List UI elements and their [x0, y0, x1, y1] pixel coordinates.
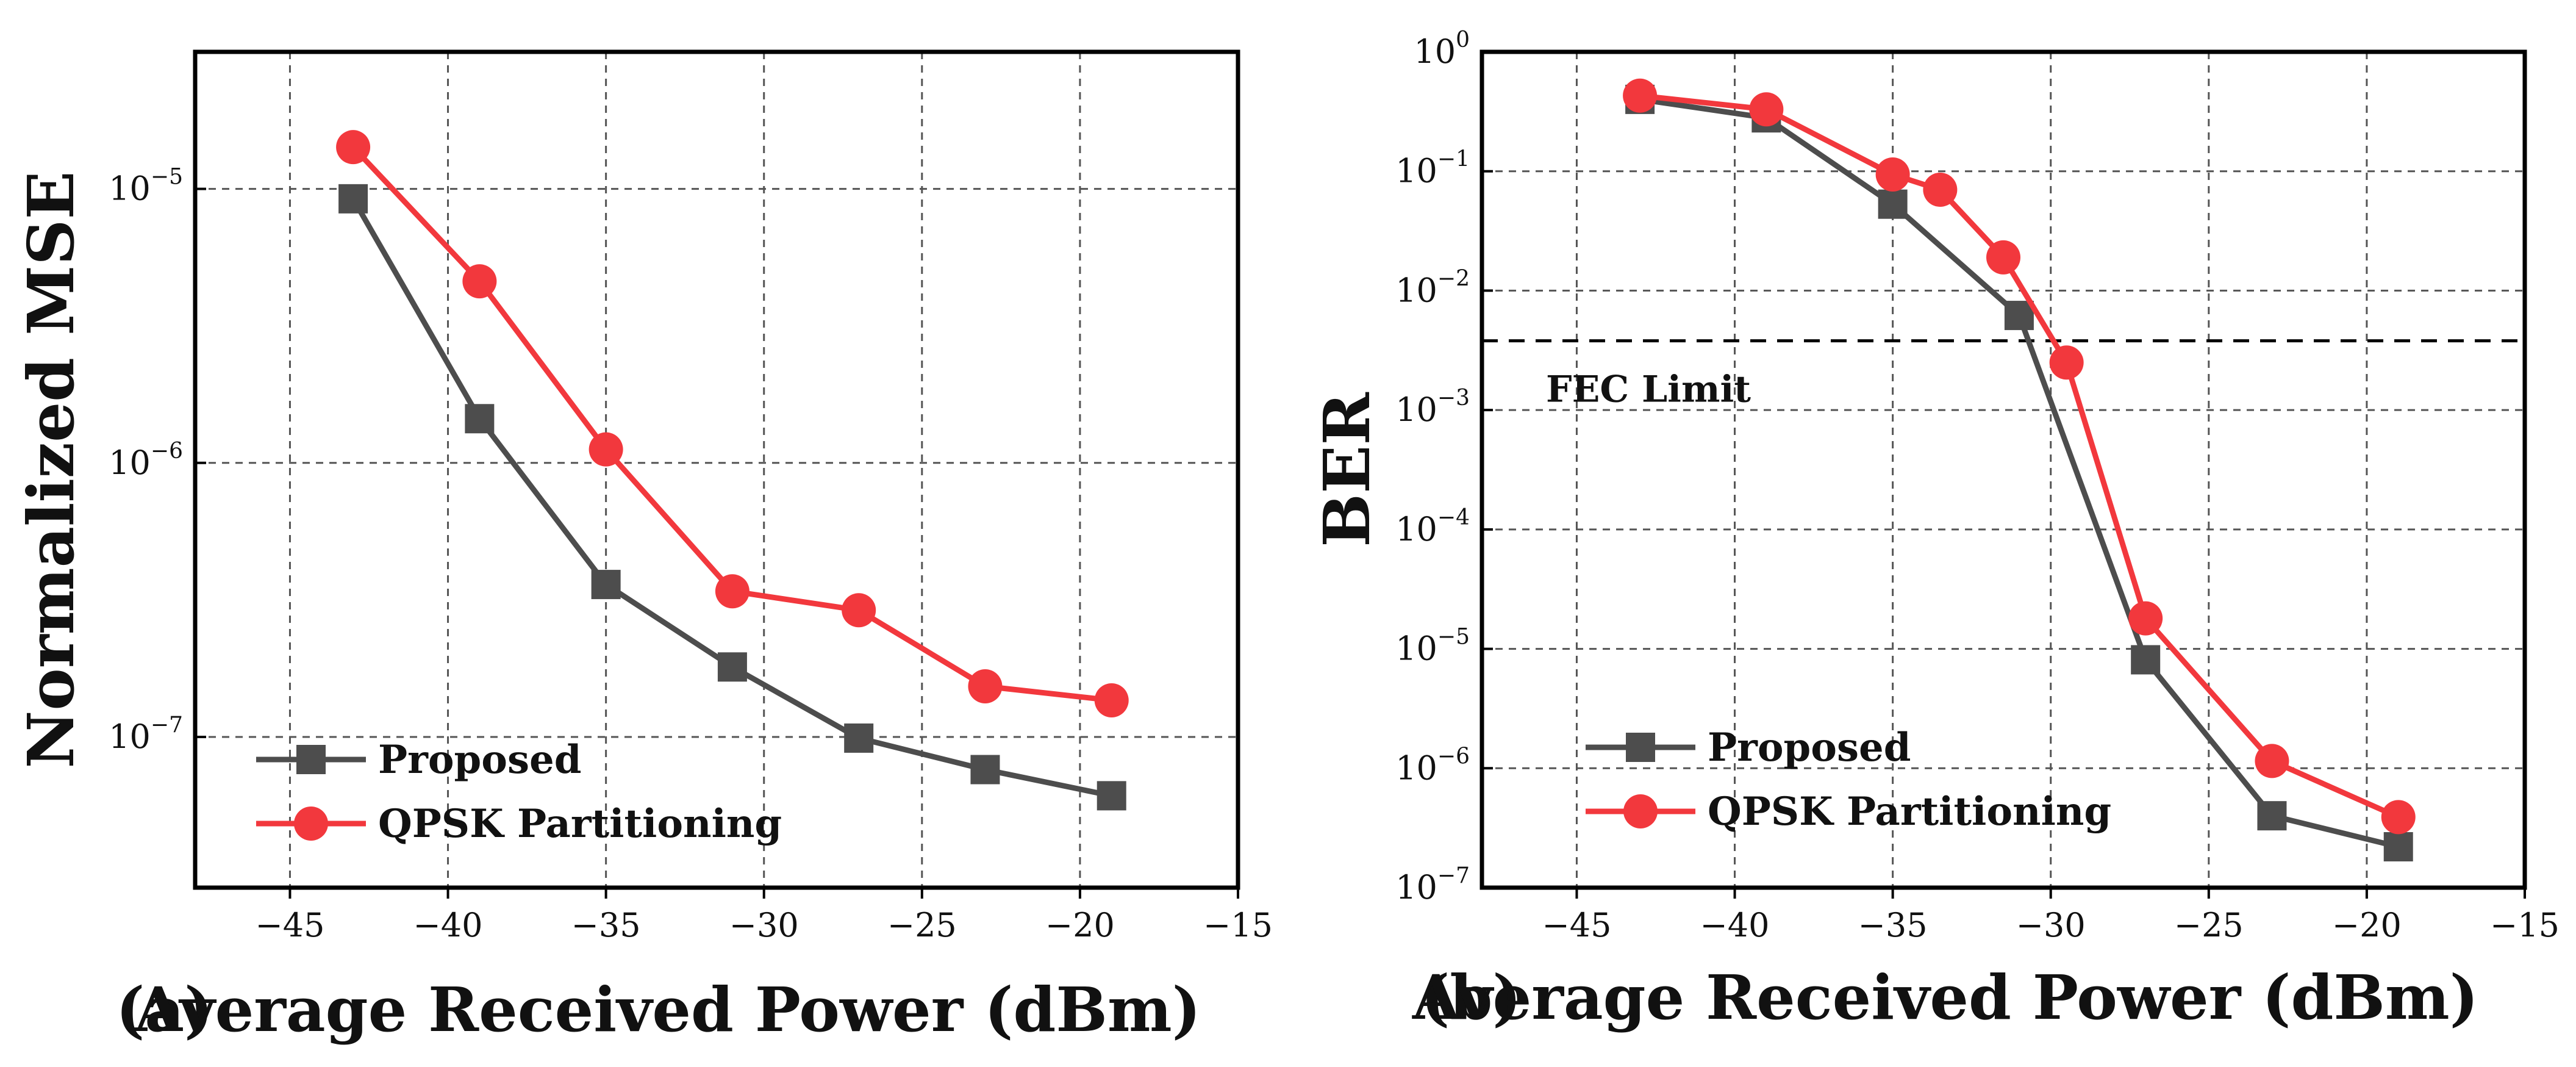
x-tick-label: −35	[1858, 906, 1928, 944]
proposed-data-point	[2004, 301, 2034, 331]
proposed-data-point	[2257, 801, 2287, 831]
y-tick-base: 10	[1395, 271, 1437, 309]
y-tick-base: 10	[109, 444, 151, 482]
y-tick-exponent: −6	[1437, 744, 1470, 769]
y-tick-base: 10	[1395, 510, 1437, 548]
x-tick-label: −15	[1203, 906, 1273, 944]
y-tick-base: 10	[1395, 630, 1437, 668]
y-tick-exponent: −7	[1437, 863, 1470, 888]
qpsk-partitioning-data-point	[2255, 744, 2289, 778]
y-tick-label: 10−6	[109, 439, 183, 482]
y-tick-exponent: −1	[1437, 147, 1470, 172]
y-tick-exponent: 0	[1456, 27, 1470, 52]
qpsk-partitioning-data-point	[1923, 173, 1958, 207]
panel-label: (a)	[116, 974, 213, 1046]
y-tick-base: 10	[1395, 390, 1437, 429]
proposed-data-point	[970, 755, 1000, 785]
plot-frame	[1479, 49, 2527, 890]
qpsk-partitioning-data-point	[715, 574, 750, 609]
y-tick-label: 10−2	[1395, 266, 1470, 309]
y-tick-label: 10−7	[1395, 863, 1470, 907]
qpsk-partitioning-data-point	[462, 264, 497, 299]
y-tick-base: 10	[109, 717, 151, 756]
legend-label: QPSK Partitioning	[378, 801, 782, 847]
y-tick-label: 10−5	[109, 165, 183, 208]
y-tick-exponent: −4	[1437, 505, 1470, 530]
plot-frame	[193, 49, 1240, 890]
qpsk-partitioning-data-point	[968, 669, 1003, 703]
qpsk-partitioning-data-point	[1623, 78, 1658, 113]
x-tick-label: −25	[887, 906, 957, 944]
y-tick-base: 10	[1395, 749, 1437, 787]
y-tick-label: 10−7	[109, 713, 183, 756]
y-tick-exponent: −2	[1437, 266, 1470, 291]
proposed-data-point	[717, 652, 747, 682]
y-tick-exponent: −7	[151, 713, 183, 738]
x-tick-label: −40	[1700, 906, 1770, 944]
y-tick-exponent: −6	[151, 439, 183, 464]
qpsk-partitioning-data-point	[1094, 683, 1129, 717]
x-tick-label: −45	[255, 906, 324, 944]
legend-square-marker	[296, 745, 326, 774]
proposed-data-point	[2131, 645, 2161, 675]
proposed-data-point	[1097, 781, 1126, 811]
x-tick-label: −20	[2332, 906, 2402, 944]
x-tick-label: −20	[1045, 906, 1115, 944]
qpsk-partitioning-data-point	[2128, 601, 2163, 636]
legend-label: QPSK Partitioning	[1708, 789, 2111, 835]
qpsk-partitioning-data-point	[1986, 240, 2020, 275]
y-tick-exponent: −3	[1437, 386, 1470, 411]
panel-a-mse-chart: −45 −40 −35 −30 −25 −20 −1510−510−610−7Propose…	[13, 49, 1273, 1046]
qpsk-partitioning-data-point	[842, 593, 876, 628]
y-tick-base: 10	[109, 170, 151, 208]
y-axis-label: BER	[1309, 392, 1384, 547]
y-tick-base: 10	[1395, 152, 1437, 190]
y-tick-base: 10	[1395, 868, 1437, 907]
y-tick-label: 10−5	[1395, 625, 1470, 668]
qpsk-partitioning-data-point	[1875, 157, 1910, 192]
qpsk-partitioning-data-point	[2381, 800, 2416, 835]
y-tick-base: 10	[1414, 32, 1456, 71]
x-tick-label: −15	[2490, 906, 2560, 944]
x-axis-label: Average Received Power (dBm)	[1412, 961, 2478, 1033]
qpsk-partitioning-data-point	[1749, 92, 1784, 127]
x-tick-label: −30	[2016, 906, 2086, 944]
legend-label: Proposed	[378, 737, 581, 783]
x-axis-label: Average Received Power (dBm)	[134, 974, 1201, 1046]
y-tick-label: 100	[1414, 27, 1470, 71]
panel-b-ber-chart: −45 −40 −35 −30 −25 −20 −1510010−110−210−310−4…	[1309, 27, 2560, 1033]
series-line-qpsk-partitioning	[1639, 93, 2400, 820]
x-tick-label: −30	[729, 906, 799, 944]
proposed-data-point	[844, 723, 874, 753]
legend-square-marker	[1626, 733, 1655, 762]
legend-circle-marker	[1623, 794, 1658, 828]
y-axis-label: Normalized MSE	[13, 171, 88, 768]
y-tick-label: 10−1	[1395, 147, 1470, 190]
y-tick-exponent: −5	[1437, 625, 1470, 650]
legend-circle-marker	[294, 807, 328, 841]
y-tick-exponent: −5	[151, 165, 183, 190]
x-tick-label: −25	[2174, 906, 2244, 944]
legend-label: Proposed	[1708, 725, 1911, 771]
qpsk-partitioning-data-point	[589, 432, 623, 467]
x-tick-label: −35	[571, 906, 641, 944]
proposed-data-point	[2383, 832, 2413, 861]
proposed-data-point	[591, 570, 621, 600]
qpsk-partitioning-data-point	[336, 130, 371, 165]
proposed-data-point	[1878, 189, 1908, 219]
x-tick-label: −40	[413, 906, 483, 944]
proposed-data-point	[465, 404, 495, 434]
fec-limit-label: FEC Limit	[1546, 368, 1751, 411]
y-tick-label: 10−4	[1395, 505, 1470, 548]
qpsk-partitioning-data-point	[2049, 345, 2084, 380]
panel-label: (b)	[1421, 961, 1522, 1033]
x-tick-label: −45	[1542, 906, 1611, 944]
proposed-data-point	[338, 184, 368, 214]
y-tick-label: 10−6	[1395, 744, 1470, 787]
y-tick-label: 10−3	[1395, 386, 1470, 429]
